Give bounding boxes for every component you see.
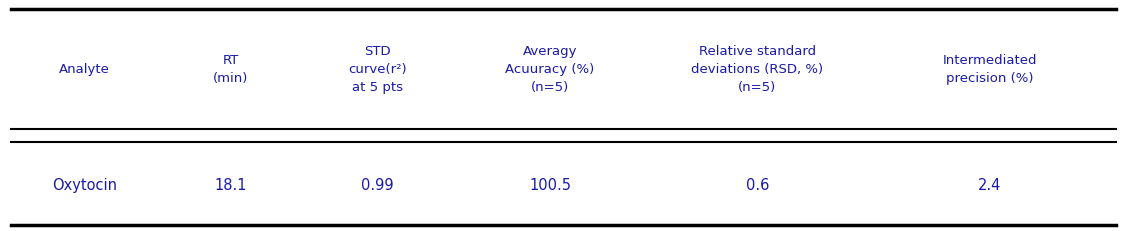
Text: STD
curve(r²)
at 5 pts: STD curve(r²) at 5 pts — [348, 45, 407, 94]
Text: Intermediated
precision (%): Intermediated precision (%) — [942, 54, 1037, 85]
Text: Averagy
Acuuracy (%)
(n=5): Averagy Acuuracy (%) (n=5) — [505, 45, 595, 94]
Text: RT
(min): RT (min) — [213, 54, 249, 85]
Text: 18.1: 18.1 — [215, 177, 247, 192]
Text: Relative standard
deviations (RSD, %)
(n=5): Relative standard deviations (RSD, %) (n… — [691, 45, 824, 94]
Text: Analyte: Analyte — [59, 63, 110, 76]
Text: 0.99: 0.99 — [362, 177, 393, 192]
Text: 2.4: 2.4 — [978, 177, 1001, 192]
Text: Oxytocin: Oxytocin — [52, 177, 117, 192]
Text: 100.5: 100.5 — [529, 177, 571, 192]
Text: 0.6: 0.6 — [746, 177, 769, 192]
